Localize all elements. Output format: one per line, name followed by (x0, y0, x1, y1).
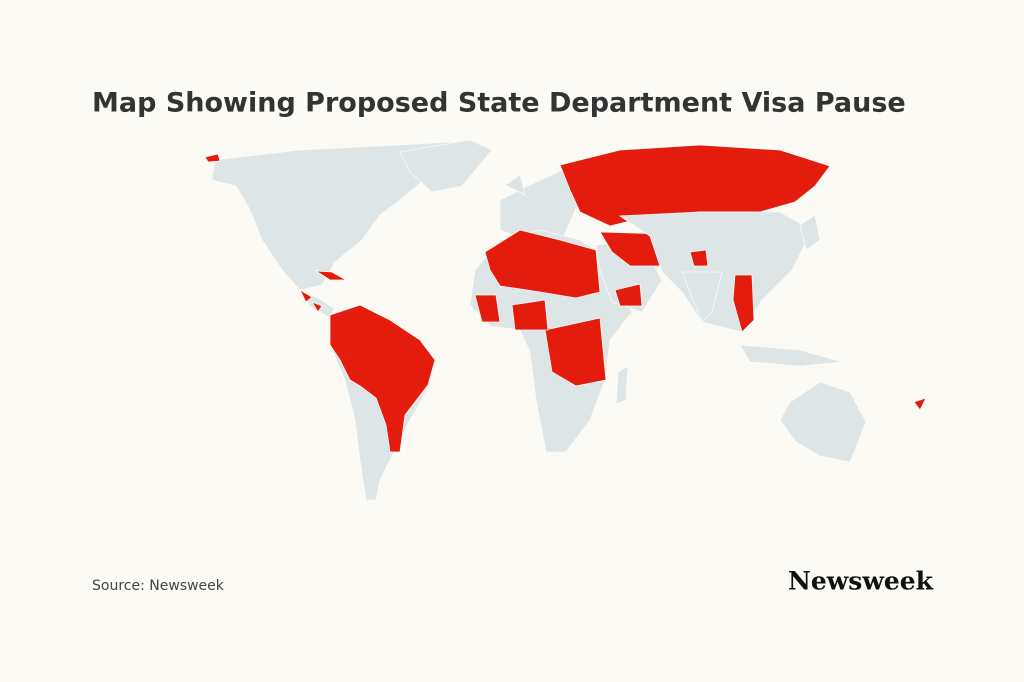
highlighted-region (314, 270, 348, 281)
land (799, 214, 821, 251)
land (504, 174, 526, 196)
highlighted-region (559, 144, 831, 227)
land (739, 344, 843, 367)
highlighted-region (614, 283, 643, 307)
highlighted-region (311, 301, 323, 313)
highlighted-region (913, 397, 927, 411)
highlighted-region (544, 317, 607, 387)
highlighted-region (329, 304, 436, 453)
land (681, 271, 723, 323)
highlighted-region (484, 229, 601, 299)
land (779, 381, 867, 463)
highlighted-region (204, 153, 221, 163)
highlighted-region (689, 249, 709, 267)
highlighted-region (474, 294, 501, 323)
world-map (204, 139, 927, 501)
highlighted-region (299, 288, 313, 303)
land (211, 141, 471, 291)
land (615, 365, 629, 405)
logo: Newsweek (788, 567, 934, 596)
land (399, 139, 493, 193)
source-note: Source: Newsweek (92, 578, 225, 594)
highlighted-region (732, 274, 755, 333)
land (499, 169, 581, 243)
highlighted-region (511, 299, 549, 331)
title: Map Showing Proposed State Department Vi… (92, 88, 906, 119)
